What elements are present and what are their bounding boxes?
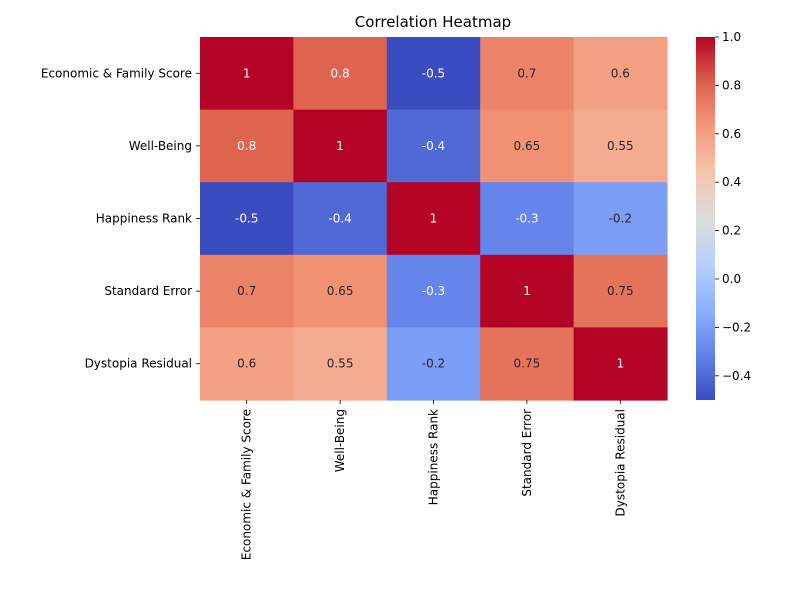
cell-value-label: 1 [523, 284, 531, 298]
cell-value-label: -0.4 [328, 212, 351, 226]
heatmap-cell [200, 37, 294, 111]
heatmap-cell [480, 182, 575, 256]
heatmap-cell [293, 327, 388, 401]
heatmap-cell [573, 37, 668, 111]
heatmap-cell [200, 109, 294, 183]
colorbar-tick-label: 0.2 [722, 224, 741, 238]
cell-value-label: 0.75 [607, 284, 634, 298]
heatmap-cell [200, 182, 294, 256]
heatmap-cell [573, 109, 668, 183]
heatmap-cell [480, 327, 575, 401]
y-tick-label: Happiness Rank [96, 212, 192, 226]
y-tick-label: Dystopia Residual [85, 357, 192, 371]
cell-value-label: 0.55 [327, 357, 354, 371]
cell-value-label: 0.6 [611, 66, 630, 80]
cell-value-label: 0.65 [514, 139, 541, 153]
heatmap-cell [293, 37, 388, 111]
cell-value-label: 1 [430, 212, 438, 226]
heatmap-cell [386, 254, 481, 328]
colorbar: 1.0 0.8 0.6 0.4 0.2 0.0 −0.2 −0.4 [696, 30, 751, 400]
y-axis-ticks: Economic & Family Score Well-Being Happine… [41, 66, 200, 371]
cell-value-label: -0.3 [515, 212, 538, 226]
colorbar-tick-label: 0.6 [722, 127, 741, 141]
y-tick-label: Well-Being [129, 139, 192, 153]
colorbar-tick-label: −0.2 [722, 320, 751, 334]
x-tick-label: Dystopia Residual [613, 409, 627, 516]
heatmap-cell [386, 327, 481, 401]
heatmap-cell [386, 182, 481, 256]
heatmap-cell [386, 109, 481, 183]
x-tick-label: Well-Being [333, 409, 347, 472]
x-tick-label: Economic & Family Score [240, 409, 254, 560]
y-tick-label: Economic & Family Score [41, 66, 192, 80]
cell-value-label: 1 [243, 66, 251, 80]
heatmap-cell [480, 254, 575, 328]
cell-value-label: 0.8 [237, 139, 256, 153]
cell-value-label: 0.7 [237, 284, 256, 298]
heatmap-cell [200, 327, 294, 401]
heatmap-cell [573, 182, 668, 256]
heatmap-cell [480, 109, 575, 183]
heatmap-cells: 1 0.8 -0.5 0.7 0.6 0.8 1 -0.4 0.65 0.55 -0.5 -0.4 1 -… [200, 37, 668, 401]
heatmap-cell [293, 182, 388, 256]
cell-value-label: -0.2 [609, 212, 632, 226]
heatmap-cell [293, 109, 388, 183]
cell-value-label: -0.5 [422, 66, 445, 80]
colorbar-gradient [696, 37, 715, 400]
x-tick-label: Standard Error [520, 409, 534, 497]
cell-value-label: -0.3 [422, 284, 445, 298]
x-tick-label: Happiness Rank [427, 409, 441, 505]
heatmap-cell [386, 37, 481, 111]
colorbar-tick-label: −0.4 [722, 369, 751, 383]
heatmap-cell [480, 37, 575, 111]
colorbar-tick-label: 0.4 [722, 175, 741, 189]
heatmap-cell [573, 327, 668, 401]
heatmap-cell [573, 254, 668, 328]
cell-value-label: -0.5 [235, 212, 258, 226]
cell-value-label: 0.8 [331, 66, 350, 80]
cell-value-label: 0.7 [517, 66, 536, 80]
cell-value-label: 1 [616, 357, 624, 371]
cell-value-label: 0.6 [237, 357, 256, 371]
cell-value-label: -0.2 [422, 357, 445, 371]
colorbar-tick-label: 0.0 [722, 272, 741, 286]
cell-value-label: 0.75 [514, 357, 541, 371]
cell-value-label: 1 [336, 139, 344, 153]
colorbar-tick-label: 1.0 [722, 30, 741, 44]
x-axis-ticks: Economic & Family Score Well-Being Happine… [240, 400, 627, 560]
cell-value-label: 0.55 [607, 139, 634, 153]
cell-value-label: -0.4 [422, 139, 445, 153]
heatmap-cell [293, 254, 388, 328]
colorbar-tick-label: 0.8 [722, 78, 741, 92]
y-tick-label: Standard Error [104, 284, 192, 298]
cell-value-label: 0.65 [327, 284, 354, 298]
heatmap-cell [200, 254, 294, 328]
chart-title: Correlation Heatmap [355, 13, 511, 31]
